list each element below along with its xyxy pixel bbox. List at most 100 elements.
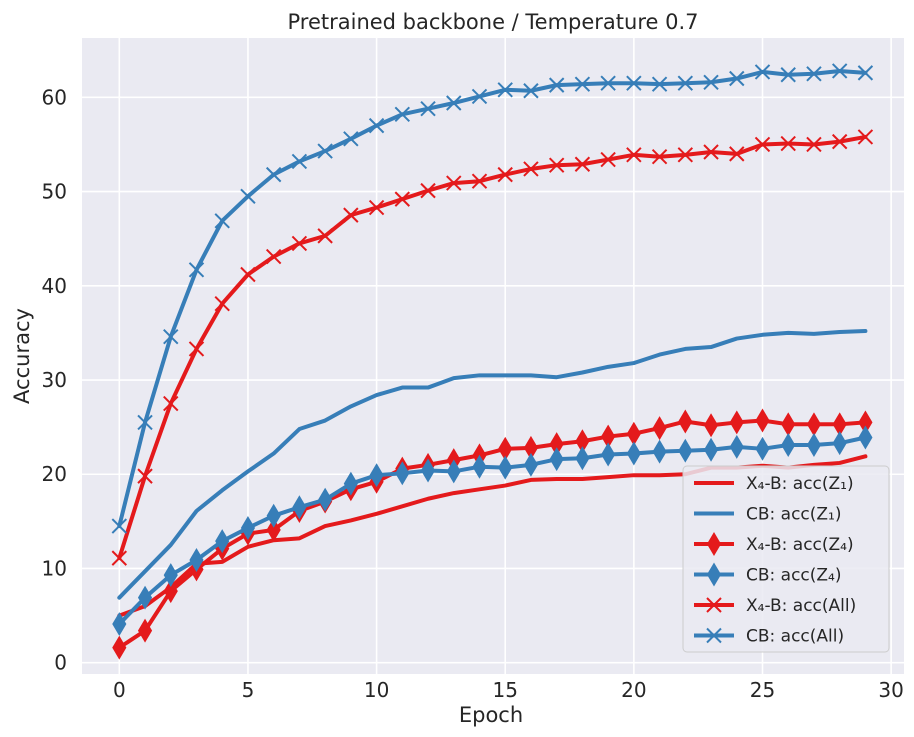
- y-axis-label: Accuracy: [10, 308, 34, 404]
- data-point-x: [368, 199, 385, 216]
- data-point-diamond: [137, 618, 153, 643]
- data-point-x: [446, 95, 462, 111]
- legend-label: X₄-B: acc(All): [746, 596, 856, 616]
- data-point-diamond: [549, 447, 564, 472]
- data-point-x: [626, 75, 642, 91]
- legend-marker: [706, 562, 722, 587]
- data-point-x: [343, 131, 359, 147]
- tick-labels: 0 5 10 15 20 25 30 0 10 20 30 40 50 60: [42, 85, 904, 702]
- chart-title: Pretrained backbone / Temperature 0.7: [287, 10, 698, 34]
- data-point-x: [111, 550, 128, 566]
- x-tick-label: 15: [492, 678, 517, 702]
- data-point-x: [754, 64, 771, 80]
- data-point-x: [497, 166, 513, 183]
- data-point-x: [137, 414, 153, 431]
- data-point-x: [780, 67, 796, 83]
- data-point-x: [677, 147, 694, 163]
- data-point-x: [394, 106, 411, 123]
- data-point-x: [806, 136, 822, 153]
- data-point-diamond: [189, 548, 204, 572]
- data-point-diamond: [369, 463, 384, 488]
- data-point-diamond: [420, 458, 436, 483]
- data-point-x: [574, 156, 591, 172]
- data-point-x: [420, 182, 436, 199]
- data-point-diamond: [266, 517, 281, 542]
- data-point-diamond: [755, 408, 770, 433]
- data-point-x: [188, 262, 205, 278]
- data-point-x: [523, 161, 539, 177]
- data-point-x: [626, 147, 642, 163]
- data-point-diamond: [781, 433, 796, 458]
- data-point-diamond: [318, 487, 333, 512]
- data-point-x: [600, 75, 616, 91]
- data-point-x: [831, 63, 848, 79]
- data-point-x: [291, 153, 308, 170]
- data-point-x: [265, 248, 282, 265]
- data-point-diamond: [215, 529, 230, 554]
- data-point-x: [780, 135, 796, 152]
- data-point-x: [471, 88, 488, 105]
- series-4: [112, 425, 873, 637]
- data-point-x: [137, 468, 153, 484]
- series-6: [111, 63, 874, 534]
- y-tick-label: 60: [42, 85, 67, 109]
- x-axis-label: Epoch: [459, 703, 523, 727]
- data-point-x: [523, 83, 539, 99]
- data-point-diamond: [292, 495, 307, 520]
- data-point-x: [754, 136, 771, 153]
- data-point-x: [471, 173, 488, 189]
- data-point-diamond: [652, 439, 667, 464]
- data-point-diamond: [240, 515, 256, 540]
- legend-marker: [706, 597, 722, 613]
- data-point-diamond: [703, 437, 719, 462]
- data-point-diamond: [163, 579, 178, 604]
- data-point-diamond: [446, 459, 461, 484]
- data-point-diamond: [678, 409, 693, 434]
- data-point-diamond: [626, 441, 641, 466]
- x-tick-label: 30: [878, 678, 903, 702]
- data-point-diamond: [729, 434, 744, 459]
- data-point-diamond: [703, 413, 719, 438]
- legend-item: X₄-B: acc(All): [694, 596, 856, 616]
- data-point-diamond: [163, 563, 178, 588]
- data-point-diamond: [832, 431, 847, 456]
- legend-marker: [706, 627, 722, 644]
- data-point-diamond: [112, 612, 127, 637]
- data-point-x: [548, 157, 565, 173]
- data-point-diamond: [575, 446, 590, 471]
- data-point-x: [651, 76, 668, 92]
- legend-label: X₄-B: acc(Z₁): [746, 474, 854, 494]
- data-point-x: [806, 66, 822, 82]
- legend-item: CB: acc(Z₄): [694, 562, 842, 587]
- data-point-x: [240, 266, 256, 283]
- data-point-x: [729, 70, 745, 87]
- data-point-x: [857, 129, 874, 145]
- data-point-diamond: [601, 442, 616, 467]
- data-point-diamond: [266, 503, 281, 528]
- series-5: [111, 129, 874, 566]
- data-point-x: [317, 228, 333, 244]
- data-point-x: [111, 518, 128, 534]
- x-tick-label: 20: [621, 678, 646, 702]
- data-point-x: [677, 75, 694, 91]
- series-2: [117, 329, 868, 600]
- data-point-diamond: [395, 461, 410, 486]
- data-point-diamond: [498, 455, 513, 480]
- data-point-x: [291, 235, 308, 252]
- data-point-x: [831, 133, 848, 150]
- data-point-x: [857, 65, 874, 81]
- data-point-diamond: [729, 410, 744, 435]
- data-point-x: [317, 143, 333, 159]
- data-point-x: [497, 82, 513, 98]
- legend-label: X₄-B: acc(Z₄): [746, 535, 854, 555]
- data-point-diamond: [137, 585, 153, 610]
- legend-label: CB: acc(All): [746, 627, 844, 647]
- data-point-diamond: [472, 454, 487, 479]
- data-point-x: [163, 395, 179, 412]
- x-tick-label: 5: [242, 678, 255, 702]
- data-point-x: [446, 175, 462, 191]
- data-point-x: [163, 328, 179, 345]
- data-point-x: [214, 213, 230, 229]
- data-point-diamond: [343, 471, 358, 496]
- series-line: [117, 329, 868, 600]
